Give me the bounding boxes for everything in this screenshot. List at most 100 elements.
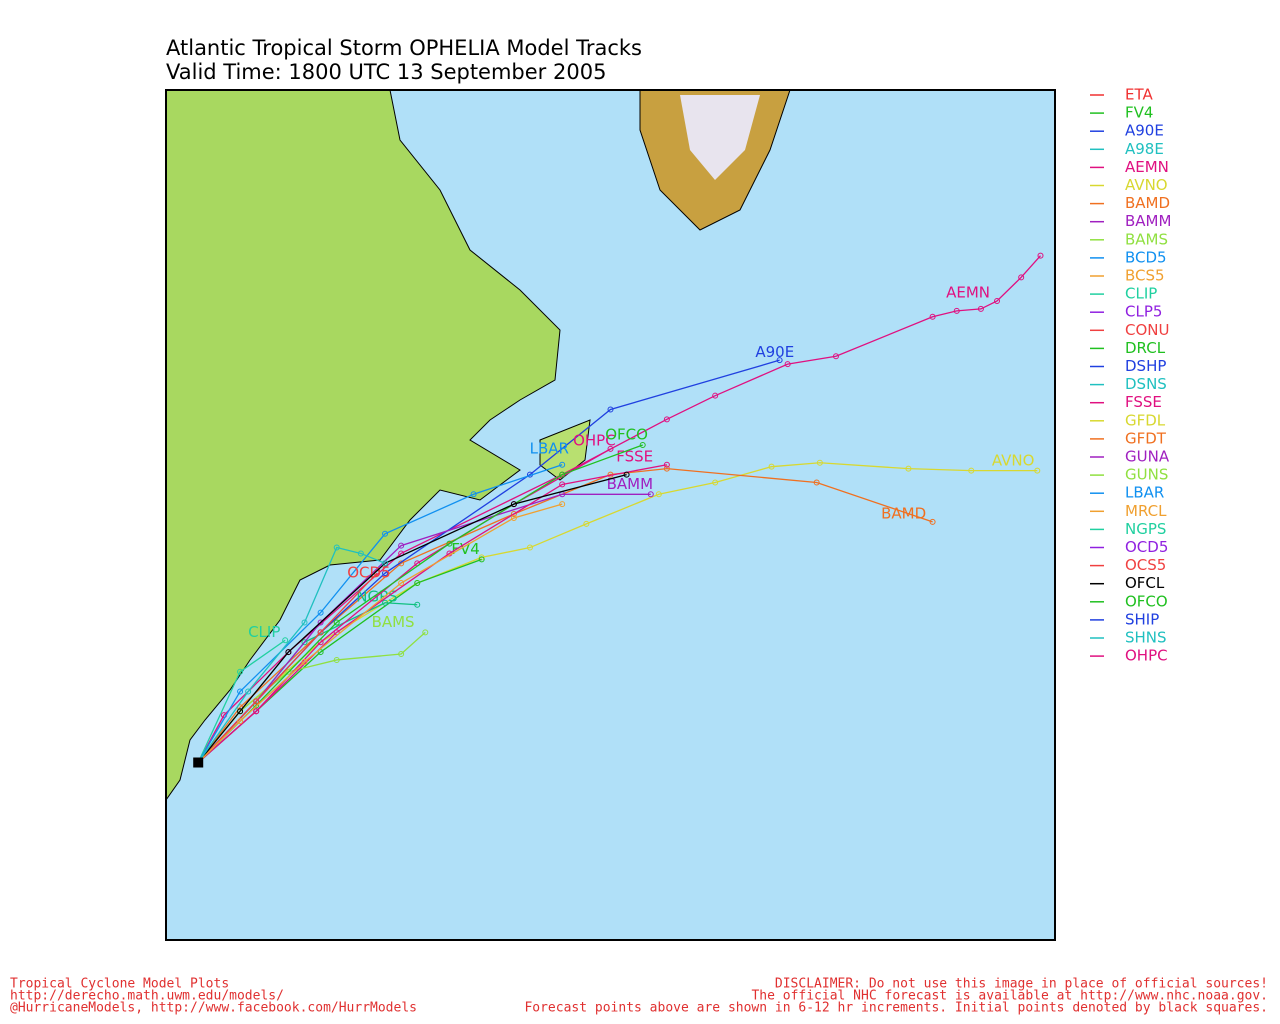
forecast-point — [639, 441, 646, 448]
footer-right: The official NHC forecast is available a… — [751, 989, 1268, 1004]
forecast-point — [382, 570, 389, 577]
forecast-point — [317, 609, 324, 616]
forecast-point — [357, 550, 364, 557]
forecast-point — [526, 544, 533, 551]
legend-entry: DSHP — [1125, 357, 1166, 375]
forecast-point — [623, 471, 630, 478]
legend-entry: CONU — [1125, 321, 1169, 339]
forecast-point — [1018, 274, 1025, 281]
model-track — [197, 255, 1041, 763]
track-label: AEMN — [946, 284, 990, 302]
footer-left: http://derecho.math.uwm.edu/models/ — [10, 989, 284, 1004]
forecast-point — [317, 619, 324, 626]
legend-entry: DRCL — [1125, 339, 1166, 357]
title: Atlantic Tropical Storm OPHELIA Model Tr… — [166, 36, 642, 60]
forecast-point — [607, 406, 614, 413]
model-track — [197, 503, 563, 763]
track-label: AVNO — [992, 451, 1035, 469]
forecast-point — [994, 298, 1001, 305]
forecast-point — [977, 305, 984, 312]
forecast-point — [559, 501, 566, 508]
forecast-point — [282, 637, 289, 644]
forecast-point — [559, 461, 566, 468]
forecast-point — [663, 465, 670, 472]
forecast-point — [559, 471, 566, 478]
forecast-point — [317, 629, 324, 636]
track-label: LBAR — [530, 439, 569, 457]
legend-entry: OCD5 — [1125, 538, 1168, 556]
legend-entry: NGPS — [1125, 520, 1166, 538]
track-label: BAMM — [607, 475, 653, 493]
legend-entry: BCD5 — [1125, 248, 1167, 266]
forecast-point — [583, 520, 590, 527]
forecast-point — [813, 479, 820, 486]
forecast-point — [832, 353, 839, 360]
legend-entry: OFCL — [1125, 574, 1165, 592]
forecast-point — [510, 511, 517, 518]
forecast-point — [422, 629, 429, 636]
forecast-point — [905, 465, 912, 472]
forecast-point — [285, 649, 292, 656]
track-label: BAMS — [372, 613, 415, 631]
legend-entry: MRCL — [1125, 502, 1167, 520]
forecast-point — [398, 580, 405, 587]
legend-entry: GUNS — [1125, 466, 1168, 484]
footer-right: DISCLAIMER: Do not use this image in pla… — [775, 977, 1268, 992]
legend-entry: LBAR — [1125, 484, 1164, 502]
forecast-point — [301, 639, 308, 646]
model-track — [197, 546, 386, 763]
forecast-point — [382, 599, 389, 606]
footer-left: Tropical Cyclone Model Plots — [10, 977, 229, 992]
forecast-point — [929, 313, 936, 320]
forecast-point — [237, 688, 244, 695]
track-label: OFCO — [605, 426, 648, 444]
forecast-point — [712, 479, 719, 486]
forecast-point — [816, 459, 823, 466]
forecast-point — [968, 467, 975, 474]
forecast-point — [382, 560, 389, 567]
model-track — [197, 572, 378, 763]
legend-entry: BAMS — [1125, 230, 1168, 248]
model-track — [197, 473, 627, 763]
forecast-point — [776, 357, 783, 364]
forecast-point — [929, 518, 936, 525]
forecast-point — [768, 463, 775, 470]
track-label: CLIP — [248, 623, 280, 641]
forecast-point — [237, 708, 244, 715]
legend-entry: SHIP — [1125, 610, 1159, 628]
forecast-point — [414, 580, 421, 587]
forecast-point — [510, 501, 517, 508]
track-label: BAMD — [881, 505, 926, 523]
legend-entry: OFCO — [1125, 592, 1168, 610]
forecast-point — [253, 708, 260, 715]
legend-entry: A90E — [1125, 122, 1164, 140]
legend-entry: CLIP — [1125, 285, 1157, 303]
forecast-point — [712, 392, 719, 399]
legend-entry: GFDL — [1125, 411, 1166, 429]
footer-left: @HurricaneModels, http://www.facebook.co… — [10, 1001, 417, 1016]
legend-entry: GUNA — [1125, 448, 1170, 466]
forecast-point — [647, 491, 654, 498]
forecast-point — [382, 530, 389, 537]
forecast-point — [398, 651, 405, 658]
legend-entry: DSNS — [1125, 375, 1167, 393]
model-track — [197, 464, 563, 763]
forecast-point — [253, 698, 260, 705]
legend-entry: BAMM — [1125, 212, 1171, 230]
subtitle: Valid Time: 1800 UTC 13 September 2005 — [166, 60, 606, 84]
forecast-point — [559, 481, 566, 488]
track-label: FV4 — [451, 540, 479, 558]
legend-entry: FSSE — [1125, 393, 1162, 411]
forecast-point — [245, 688, 252, 695]
track-label: A90E — [755, 343, 794, 361]
forecast-point — [663, 461, 670, 468]
forecast-point — [398, 542, 405, 549]
legend-entry: AEMN — [1125, 158, 1169, 176]
legend-entry: FV4 — [1125, 104, 1153, 122]
track-label: FSSE — [616, 447, 653, 465]
forecast-point — [333, 656, 340, 663]
forecast-point — [446, 540, 453, 547]
forecast-point — [655, 491, 662, 498]
forecast-point — [285, 668, 292, 675]
forecast-point — [414, 601, 421, 608]
